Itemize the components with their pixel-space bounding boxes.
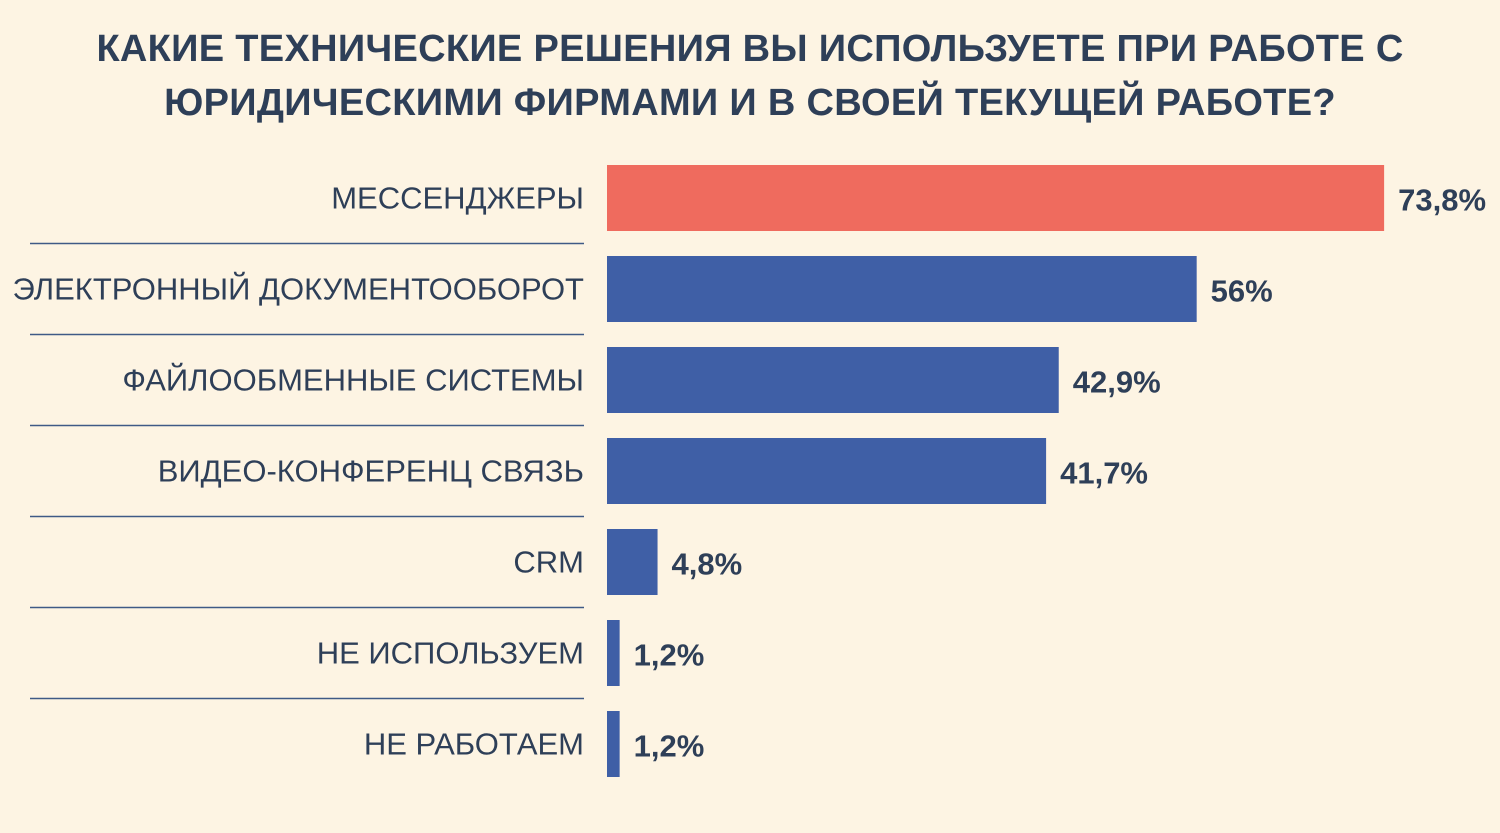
value-label-6: 1,2% bbox=[634, 638, 705, 673]
category-label-7: НЕ РАБОТАЕМ bbox=[364, 727, 584, 762]
category-label-1: МЕССЕНДЖЕРЫ bbox=[331, 181, 584, 216]
category-label-3: ФАЙЛООБМЕННЫЕ СИСТЕМЫ bbox=[122, 362, 584, 398]
value-label-1: 73,8% bbox=[1398, 183, 1486, 218]
value-label-4: 41,7% bbox=[1060, 456, 1148, 491]
value-label-2: 56% bbox=[1211, 274, 1273, 309]
bar-3 bbox=[607, 347, 1059, 413]
bar-2 bbox=[607, 256, 1197, 322]
chart-title-line-2: ЮРИДИЧЕСКИМИ ФИРМАМИ И В СВОЕЙ ТЕКУЩЕЙ Р… bbox=[164, 82, 1336, 124]
chart-title: КАКИЕ ТЕХНИЧЕСКИЕ РЕШЕНИЯ ВЫ ИСПОЛЬЗУЕТЕ… bbox=[0, 22, 1500, 130]
value-label-3: 42,9% bbox=[1073, 365, 1161, 400]
bar-6 bbox=[607, 620, 620, 686]
bar-5 bbox=[607, 529, 658, 595]
category-label-2: ЭЛЕКТРОННЫЙ ДОКУМЕНТООБОРОТ bbox=[12, 271, 584, 307]
bar-4 bbox=[607, 438, 1047, 504]
category-label-6: НЕ ИСПОЛЬЗУЕМ bbox=[317, 636, 584, 671]
category-label-5: CRM bbox=[513, 545, 584, 580]
value-label-5: 4,8% bbox=[672, 547, 743, 582]
bar-1 bbox=[607, 165, 1385, 231]
chart-title-line-1: КАКИЕ ТЕХНИЧЕСКИЕ РЕШЕНИЯ ВЫ ИСПОЛЬЗУЕТЕ… bbox=[96, 28, 1404, 70]
value-label-7: 1,2% bbox=[634, 729, 705, 764]
category-label-4: ВИДЕО-КОНФЕРЕНЦ СВЯЗЬ bbox=[158, 454, 584, 489]
bar-7 bbox=[607, 711, 620, 777]
